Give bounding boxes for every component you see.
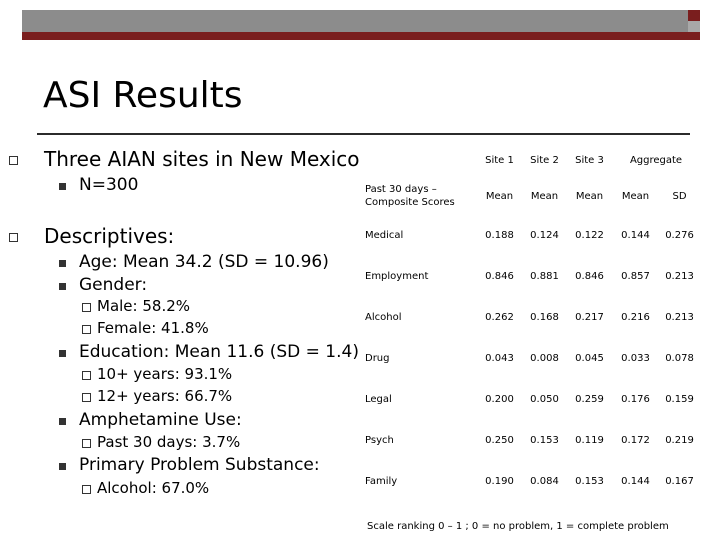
table-corner-cell xyxy=(360,144,477,177)
site-header: Site 1 xyxy=(485,155,514,166)
table-row: Employment 0.846 0.881 0.846 0.857 0.213 xyxy=(360,256,700,297)
site-header: Site 2 xyxy=(530,155,559,166)
bullet-education: Education: Mean 11.6 (SD = 1.4) xyxy=(79,342,359,362)
row-label: Drug xyxy=(365,353,390,364)
header-corner-square xyxy=(688,10,700,21)
bullet-age: Age: Mean 34.2 (SD = 10.96) xyxy=(79,252,329,272)
table-cell: 0.124 xyxy=(530,230,559,241)
table-cell: 0.122 xyxy=(575,230,604,241)
table-cell: 0.188 xyxy=(485,230,514,241)
table-cell: 0.078 xyxy=(665,353,694,364)
table-row: Legal 0.200 0.050 0.259 0.176 0.159 xyxy=(360,379,700,420)
table-cell: 0.846 xyxy=(575,271,604,282)
table-cell: 0.213 xyxy=(665,271,694,282)
table-row: Drug 0.043 0.008 0.045 0.033 0.078 xyxy=(360,338,700,379)
table-cell: 0.144 xyxy=(621,230,650,241)
row-label: Alcohol xyxy=(365,312,402,323)
stat-header: SD xyxy=(672,190,687,202)
table-cell: 0.084 xyxy=(530,476,559,487)
hollow-square-bullet-icon xyxy=(82,303,91,312)
scale-note: Scale ranking 0 – 1 ; 0 = no problem, 1 … xyxy=(367,521,669,532)
bullet-primary: Primary Problem Substance: xyxy=(79,455,320,475)
solid-square-bullet-icon xyxy=(59,418,66,425)
table-cell: 0.168 xyxy=(530,312,559,323)
table-cell: 0.262 xyxy=(485,312,514,323)
table-cell: 0.250 xyxy=(485,435,514,446)
table-cell: 0.119 xyxy=(575,435,604,446)
asi-results-table: Site 1 Site 2 Site 3 Aggregate Past 30 d… xyxy=(360,144,700,502)
table-cell: 0.050 xyxy=(530,394,559,405)
bullet-alcohol: Alcohol: 67.0% xyxy=(97,479,210,497)
bullet-amphetamine: Amphetamine Use: xyxy=(79,410,242,430)
hollow-square-bullet-icon xyxy=(9,233,18,242)
table-row: Psych 0.250 0.153 0.119 0.172 0.219 xyxy=(360,420,700,461)
bullet-male: Male: 58.2% xyxy=(97,297,191,315)
table-cell: 0.217 xyxy=(575,312,604,323)
bullet-twelve-plus: 12+ years: 66.7% xyxy=(97,387,233,405)
table-cell: 0.881 xyxy=(530,271,559,282)
hollow-square-bullet-icon xyxy=(9,156,18,165)
table-cell: 0.276 xyxy=(665,230,694,241)
table-cell: 0.216 xyxy=(621,312,650,323)
solid-square-bullet-icon xyxy=(59,463,66,470)
bullet-gender: Gender: xyxy=(79,275,148,295)
stat-header: Mean xyxy=(621,190,650,202)
hollow-square-bullet-icon xyxy=(82,485,91,494)
table-cell: 0.176 xyxy=(621,394,650,405)
solid-square-bullet-icon xyxy=(59,260,66,267)
table-cell: 0.857 xyxy=(621,271,650,282)
table-row: Alcohol 0.262 0.168 0.217 0.216 0.213 xyxy=(360,297,700,338)
table-cell: 0.172 xyxy=(621,435,650,446)
table-cell: 0.144 xyxy=(621,476,650,487)
table-cell: 0.200 xyxy=(485,394,514,405)
table-cell: 0.043 xyxy=(485,353,514,364)
hollow-square-bullet-icon xyxy=(82,371,91,380)
table-header-row: Site 1 Site 2 Site 3 Aggregate xyxy=(360,144,700,177)
stat-header: Mean xyxy=(575,190,604,202)
solid-square-bullet-icon xyxy=(59,283,66,290)
aggregate-header: Aggregate xyxy=(629,155,683,166)
row-label: Legal xyxy=(365,394,392,405)
solid-square-bullet-icon xyxy=(59,350,66,357)
bullet-sites: Three AIAN sites in New Mexico xyxy=(44,147,360,171)
row-label: Family xyxy=(365,476,398,487)
hollow-square-bullet-icon xyxy=(82,393,91,402)
table-cell: 0.167 xyxy=(665,476,694,487)
row-label: Medical xyxy=(365,230,404,241)
stat-header: Mean xyxy=(530,190,559,202)
table-cell: 0.190 xyxy=(485,476,514,487)
composite-scores-label: Past 30 days – Composite Scores xyxy=(365,184,455,208)
table-cell: 0.219 xyxy=(665,435,694,446)
header-corner-square-light xyxy=(688,21,700,32)
table-cell: 0.153 xyxy=(530,435,559,446)
bullet-past30: Past 30 days: 3.7% xyxy=(97,433,241,451)
bullet-ten-plus: 10+ years: 93.1% xyxy=(97,365,233,383)
table-cell: 0.159 xyxy=(665,394,694,405)
stat-header: Mean xyxy=(485,190,514,202)
header-accent-band xyxy=(22,32,700,40)
bullet-female: Female: 41.8% xyxy=(97,319,209,337)
header-band xyxy=(22,10,700,32)
hollow-square-bullet-icon xyxy=(82,325,91,334)
table-cell: 0.045 xyxy=(575,353,604,364)
row-label: Employment xyxy=(365,271,429,282)
bullet-n: N=300 xyxy=(79,175,139,195)
row-label: Psych xyxy=(365,435,394,446)
table-row: Medical 0.188 0.124 0.122 0.144 0.276 xyxy=(360,215,700,256)
table-cell: 0.008 xyxy=(530,353,559,364)
site-header: Site 3 xyxy=(575,155,604,166)
table-cell: 0.213 xyxy=(665,312,694,323)
table-row: Family 0.190 0.084 0.153 0.144 0.167 xyxy=(360,461,700,502)
solid-square-bullet-icon xyxy=(59,183,66,190)
table-cell: 0.033 xyxy=(621,353,650,364)
table-cell: 0.846 xyxy=(485,271,514,282)
title-divider xyxy=(37,133,690,135)
table-cell: 0.153 xyxy=(575,476,604,487)
hollow-square-bullet-icon xyxy=(82,439,91,448)
table-cell: 0.259 xyxy=(575,394,604,405)
table-subheader-row: Past 30 days – Composite Scores Mean Mea… xyxy=(360,177,700,215)
slide-title: ASI Results xyxy=(43,75,243,116)
bullet-descriptives: Descriptives: xyxy=(44,224,175,248)
